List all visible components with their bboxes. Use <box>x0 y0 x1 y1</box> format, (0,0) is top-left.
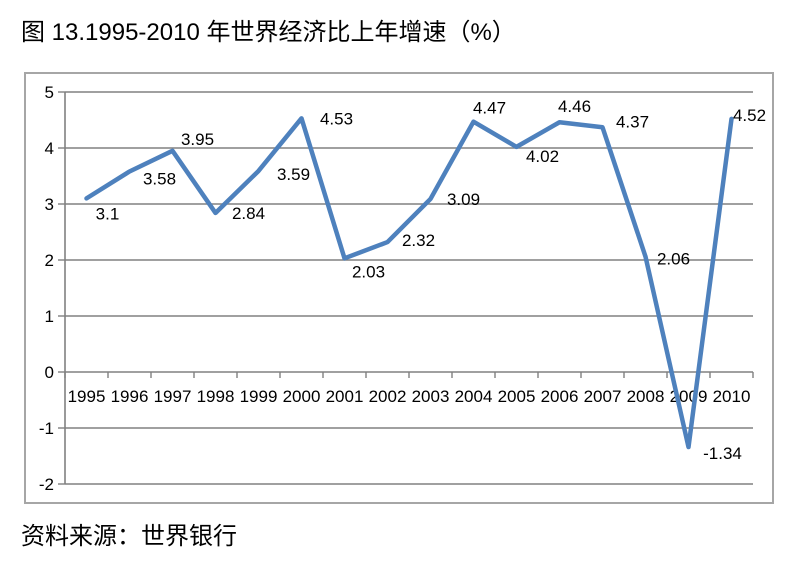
world-growth-line-chart: 5 4 3 2 1 0 -1 -2 1995 1996 1997 1998 1999 2000 2001 20… <box>39 83 766 494</box>
x-axis-label: 2005 <box>498 387 536 406</box>
y-axis-label: 1 <box>45 307 54 326</box>
chart-frame: 5 4 3 2 1 0 -1 -2 1995 1996 1997 1998 1999 2000 2001 20… <box>24 72 774 504</box>
data-point-label: 2.03 <box>352 262 385 281</box>
figure-title: 图 13.1995-2010 年世界经济比上年增速（%） <box>21 19 516 46</box>
data-point-label: 4.53 <box>320 109 353 128</box>
data-series-line <box>84 116 734 450</box>
y-axis-label: 0 <box>45 363 54 382</box>
data-point-label: -1.34 <box>703 444 742 463</box>
x-axis-label: 2007 <box>584 387 622 406</box>
x-axis-label: 2004 <box>455 387 493 406</box>
x-axis-label: 1996 <box>111 387 149 406</box>
data-point-label: 3.1 <box>96 204 120 223</box>
data-point-label: 3.59 <box>277 165 310 184</box>
y-axis-label: 2 <box>45 251 54 270</box>
y-axis-label: 5 <box>45 83 54 102</box>
source-note: 资料来源：世界银行 <box>21 523 237 550</box>
data-point-label: 4.46 <box>558 97 591 116</box>
y-axis-label: 3 <box>45 195 54 214</box>
x-axis-label: 1997 <box>154 387 192 406</box>
x-axis-label: 2000 <box>283 387 321 406</box>
data-point-label: 3.95 <box>181 130 214 149</box>
y-axis-label: 4 <box>45 139 54 158</box>
x-axis-label: 2008 <box>627 387 665 406</box>
data-point-label: 2.84 <box>232 204 265 223</box>
x-axis-label: 1995 <box>68 387 106 406</box>
data-point-label: 4.47 <box>473 99 506 118</box>
x-axis-label: 1999 <box>240 387 278 406</box>
x-axis-label: 2001 <box>326 387 364 406</box>
data-point-label: 3.58 <box>143 170 176 189</box>
x-axis-label: 1998 <box>197 387 235 406</box>
data-point-label: 4.52 <box>733 106 766 125</box>
data-point-label: 2.32 <box>402 231 435 250</box>
y-axis-label: -2 <box>39 475 54 494</box>
data-point-label: 4.02 <box>526 147 559 166</box>
data-point-label: 2.06 <box>657 250 690 269</box>
y-axis-label: -1 <box>39 419 54 438</box>
x-axis-label: 2010 <box>713 387 751 406</box>
x-axis-label: 2002 <box>369 387 407 406</box>
data-point-label: 3.09 <box>447 190 480 209</box>
data-point-label: 4.37 <box>616 112 649 131</box>
x-axis-label: 2006 <box>541 387 579 406</box>
x-axis-label: 2003 <box>412 387 450 406</box>
